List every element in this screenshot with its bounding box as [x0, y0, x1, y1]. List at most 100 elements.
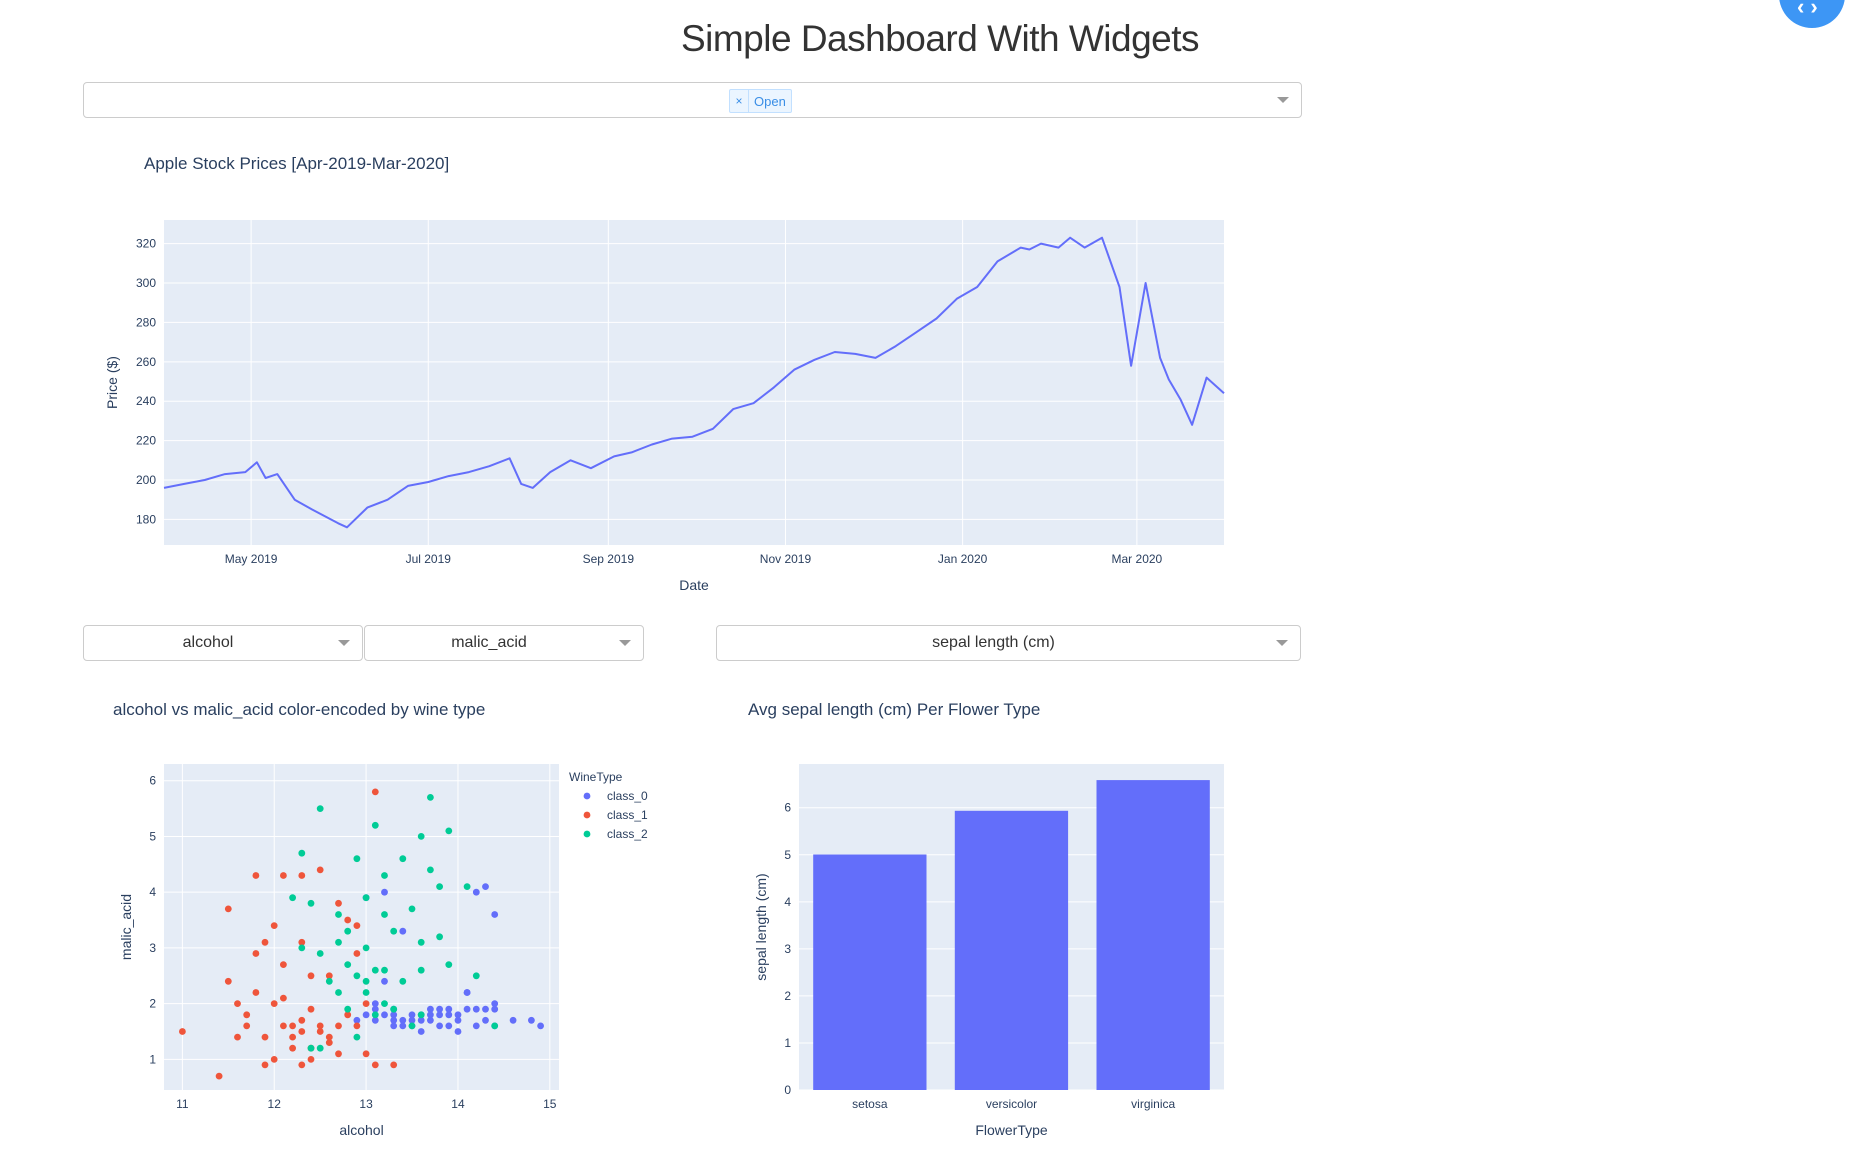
y-axis-title: Price ($) [104, 356, 120, 409]
scatter-point-class_2 [316, 950, 324, 957]
scatter-point-class_2 [417, 833, 425, 840]
stock-column-multiselect[interactable]: × Open [83, 82, 1302, 118]
scatter-point-class_0 [472, 888, 480, 896]
legend-marker-class_1 [583, 811, 591, 819]
scatter-point-class_0 [371, 1005, 379, 1013]
y-tick-label: 6 [149, 774, 156, 788]
legend-label-class_2: class_2 [607, 827, 648, 841]
scatter-point-class_1 [243, 1022, 251, 1030]
scatter-point-class_2 [362, 894, 370, 902]
y-tick-label: 5 [149, 829, 156, 843]
scatter-point-class_0 [491, 1022, 499, 1030]
scatter-point-class_2 [417, 966, 425, 974]
scatter-point-class_2 [371, 966, 379, 974]
scatter-point-class_2 [344, 961, 352, 968]
remove-tag-icon[interactable]: × [730, 90, 749, 112]
page-title: Simple Dashboard With Widgets [680, 18, 1200, 59]
scatter-point-class_0 [472, 1022, 480, 1030]
x-axis-title: Date [679, 577, 709, 593]
scatter-point-class_0 [436, 1011, 443, 1019]
chevron-down-icon[interactable] [1277, 97, 1289, 103]
scatter-point-class_2 [298, 849, 306, 857]
scatter-point-class_0 [417, 1028, 425, 1035]
y-tick-label: 4 [149, 885, 156, 899]
wine-y-value: malic_acid [451, 634, 527, 651]
scatter-point-class_2 [335, 989, 342, 996]
legend-marker-class_0 [583, 792, 591, 800]
scatter-point-class_1 [325, 1033, 333, 1041]
scatter-point-class_0 [482, 1016, 489, 1024]
chevron-down-icon[interactable] [1276, 640, 1288, 646]
scatter-point-class_1 [289, 1022, 296, 1030]
x-tick-label: Jul 2019 [406, 552, 452, 566]
scatter-point-class_1 [270, 1000, 278, 1007]
scatter-point-class_2 [344, 1005, 352, 1013]
selected-tag-label: Open [754, 93, 786, 109]
scatter-point-class_2 [353, 855, 361, 863]
iris-feature-dropdown[interactable]: sepal length (cm) [716, 625, 1301, 661]
x-tick-label: virginica [1131, 1097, 1175, 1111]
y-axis-title: malic_acid [118, 894, 134, 960]
scatter-point-class_1 [280, 872, 287, 879]
wine-x-dropdown[interactable]: alcohol [83, 625, 363, 661]
y-tick-label: 2 [784, 989, 791, 1003]
scatter-point-class_0 [463, 1005, 471, 1013]
scatter-point-class_2 [399, 855, 407, 863]
scatter-point-class_0 [390, 1016, 398, 1024]
scatter-point-class_0 [454, 1011, 462, 1019]
scatter-point-class_0 [427, 1011, 434, 1019]
scatter-point-class_2 [316, 805, 324, 812]
scatter-point-class_1 [280, 1022, 287, 1030]
x-tick-label: 14 [451, 1097, 465, 1111]
y-tick-label: 3 [784, 942, 791, 956]
scatter-point-class_0 [417, 1011, 425, 1019]
scatter-point-class_1 [252, 872, 260, 879]
scatter-point-class_1 [215, 1072, 223, 1080]
wine-scatter-chart: alcohol vs malic_acid color-encoded by w… [113, 700, 648, 1138]
scatter-point-class_2 [445, 827, 453, 835]
x-tick-label: 15 [543, 1097, 557, 1111]
scatter-point-class_1 [316, 1022, 324, 1030]
y-tick-label: 260 [136, 355, 156, 369]
x-tick-label: Mar 2020 [1112, 552, 1163, 566]
x-tick-label: 12 [268, 1097, 282, 1111]
x-axis-title: FlowerType [975, 1122, 1048, 1138]
scatter-point-class_1 [371, 1061, 379, 1069]
scatter-point-class_2 [362, 989, 370, 996]
scatter-point-class_0 [408, 1011, 416, 1019]
scatter-point-class_2 [344, 927, 352, 935]
scatter-point-class_2 [427, 866, 434, 874]
chevron-down-icon[interactable] [338, 640, 350, 646]
scatter-point-class_0 [491, 1005, 499, 1013]
y-axis-title: sepal length (cm) [753, 873, 769, 980]
scatter-point-class_0 [463, 989, 471, 996]
scatter-point-class_1 [390, 1061, 398, 1069]
scatter-point-class_1 [224, 977, 232, 985]
chart-title: Avg sepal length (cm) Per Flower Type [748, 700, 1040, 719]
scatter-point-class_1 [289, 1033, 296, 1041]
scatter-point-class_2 [417, 1011, 425, 1019]
scatter-point-class_0 [436, 1022, 443, 1030]
scatter-point-class_2 [371, 821, 379, 829]
scatter-point-class_2 [307, 1044, 315, 1052]
scatter-point-class_2 [335, 911, 342, 918]
scatter-point-class_0 [417, 1016, 425, 1024]
iris-feature-value: sepal length (cm) [932, 634, 1055, 651]
scatter-point-class_2 [390, 927, 398, 935]
stock-price-chart: Apple Stock Prices [Apr-2019-Mar-2020] Ma… [104, 154, 1225, 593]
scatter-point-class_2 [298, 944, 306, 952]
wine-y-dropdown[interactable]: malic_acid [364, 625, 644, 661]
scatter-point-class_1 [362, 1050, 370, 1058]
scatter-point-class_2 [316, 1044, 324, 1052]
scatter-point-class_0 [408, 1022, 416, 1030]
scatter-point-class_1 [335, 899, 342, 907]
scatter-point-class_1 [243, 1011, 251, 1019]
scatter-point-class_0 [491, 1000, 499, 1007]
scatter-point-class_1 [298, 1028, 306, 1035]
scatter-point-class_2 [307, 899, 315, 907]
scatter-point-class_1 [353, 922, 361, 929]
scatter-point-class_1 [261, 1033, 269, 1041]
chevron-down-icon[interactable] [619, 640, 631, 646]
code-icon: ‹› [1797, 0, 1824, 19]
bar-setosa [813, 854, 927, 1090]
